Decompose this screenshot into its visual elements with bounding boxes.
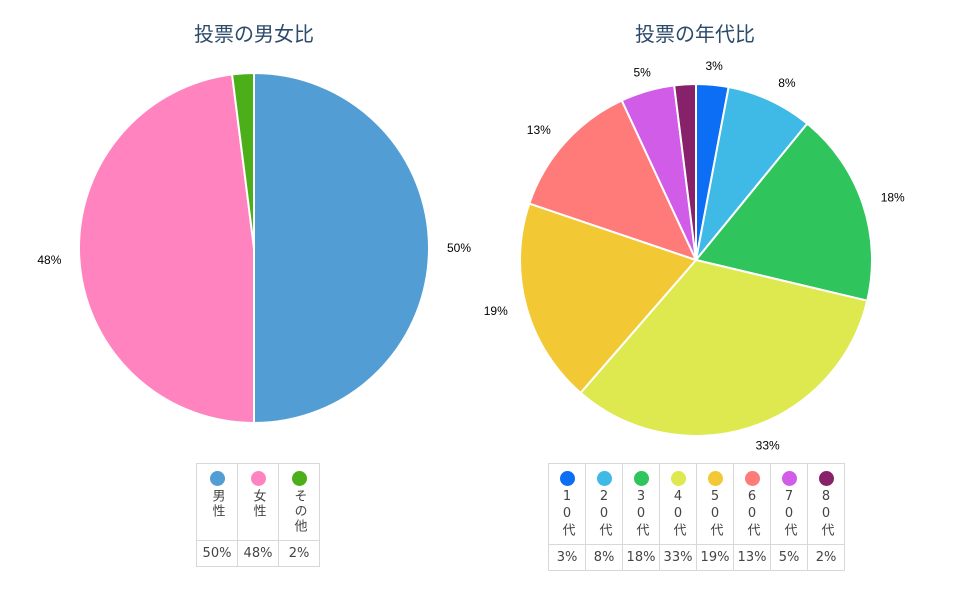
legend-swatch xyxy=(818,471,834,486)
legend-label: 80代 xyxy=(818,489,834,538)
gender-legend: 男性 女性 その他 50% 48% 2% xyxy=(196,463,320,567)
legend-label: 60代 xyxy=(744,489,760,538)
age-legend-item-5[interactable]: 60代 xyxy=(733,463,771,545)
age-slice-label-5: 13% xyxy=(527,123,551,137)
age-legend-item-0[interactable]: 10代 xyxy=(548,463,586,545)
legend-swatch xyxy=(744,471,760,486)
legend-label: 男性 xyxy=(209,489,225,519)
legend-label: 70代 xyxy=(781,489,797,538)
legend-swatch xyxy=(209,471,225,486)
age-legend-value-3: 33% xyxy=(659,544,697,571)
gender-legend-item-1[interactable]: 女性 xyxy=(237,463,279,541)
legend-label: 40代 xyxy=(670,489,686,538)
legend-swatch xyxy=(707,471,723,486)
age-slice-7[interactable] xyxy=(673,82,697,261)
legend-swatch xyxy=(781,471,797,486)
gender-legend-value-1: 48% xyxy=(237,540,279,567)
age-slice-label-3: 33% xyxy=(756,439,780,453)
age-legend-value-7: 2% xyxy=(807,544,845,571)
gender-legend-item-2[interactable]: その他 xyxy=(278,463,320,541)
age-legend-item-1[interactable]: 20代 xyxy=(585,463,623,545)
legend-label: 30代 xyxy=(633,489,649,538)
legend-label: その他 xyxy=(291,489,307,534)
age-legend-value-0: 3% xyxy=(548,544,586,571)
legend-swatch xyxy=(250,471,266,486)
legend-swatch xyxy=(670,471,686,486)
age-legend-item-7[interactable]: 80代 xyxy=(807,463,845,545)
age-slice-label-1: 8% xyxy=(778,76,796,90)
age-legend-item-6[interactable]: 70代 xyxy=(770,463,808,545)
legend-label: 10代 xyxy=(559,489,575,538)
legend-swatch xyxy=(559,471,575,486)
gender-legend-value-0: 50% xyxy=(196,540,238,567)
age-slice-label-2: 18% xyxy=(881,190,905,204)
age-legend-value-5: 13% xyxy=(733,544,771,571)
gender-slice-1[interactable] xyxy=(78,73,255,425)
legend-label: 女性 xyxy=(250,489,266,519)
age-legend-value-4: 19% xyxy=(696,544,734,571)
age-chart-title: 投票の年代比 xyxy=(635,22,755,46)
age-legend-value-2: 18% xyxy=(622,544,660,571)
gender-slice-2[interactable] xyxy=(230,71,255,249)
age-slice-2[interactable] xyxy=(694,122,873,302)
age-slice-4[interactable] xyxy=(519,202,698,395)
gender-chart-title: 投票の男女比 xyxy=(194,22,314,46)
legend-label: 50代 xyxy=(707,489,723,538)
age-legend-value-1: 8% xyxy=(585,544,623,571)
legend-swatch xyxy=(596,471,612,486)
age-slice-label-6: 5% xyxy=(633,66,651,80)
gender-slice-label-1: 48% xyxy=(37,253,61,267)
age-legend-item-3[interactable]: 40代 xyxy=(659,463,697,545)
gender-legend-item-0[interactable]: 男性 xyxy=(196,463,238,541)
legend-swatch xyxy=(633,471,649,486)
age-legend-value-6: 5% xyxy=(770,544,808,571)
gender-legend-value-2: 2% xyxy=(278,540,320,567)
age-slice-label-0: 3% xyxy=(705,59,723,73)
age-legend-item-2[interactable]: 30代 xyxy=(622,463,660,545)
legend-swatch xyxy=(291,471,307,486)
age-slice-3[interactable] xyxy=(579,258,869,437)
age-legend-item-4[interactable]: 50代 xyxy=(696,463,734,545)
gender-slice-0[interactable] xyxy=(253,71,430,425)
age-slice-label-4: 19% xyxy=(484,304,508,318)
gender-slice-label-0: 50% xyxy=(447,241,471,255)
age-slice-5[interactable] xyxy=(528,99,698,262)
legend-label: 20代 xyxy=(596,489,612,538)
age-legend: 10代 20代 30代 40代 50代 60代 70代 80代 3% 8% 18% 33% 19% 13%… xyxy=(548,463,845,571)
